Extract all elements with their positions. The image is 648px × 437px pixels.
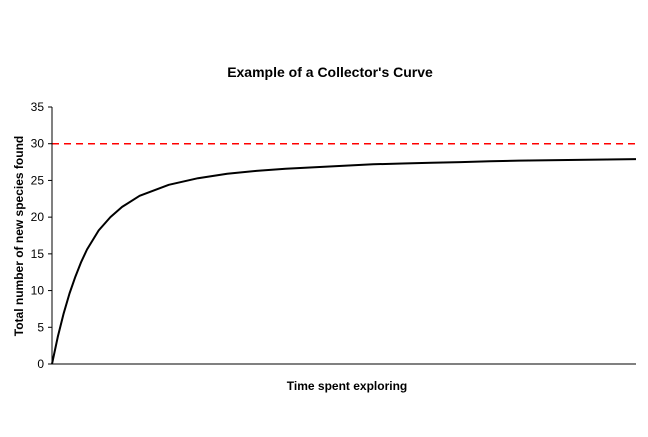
y-tick-label: 5 (37, 320, 44, 334)
y-tick-label: 0 (37, 357, 44, 371)
x-axis-label: Time spent exploring (287, 379, 407, 393)
y-tick-label: 20 (31, 210, 45, 224)
y-tick-label: 15 (31, 247, 45, 261)
y-tick-label: 25 (31, 173, 45, 187)
y-tick-label: 10 (31, 284, 45, 298)
series-line (51, 158, 637, 365)
y-tick-label: 35 (31, 100, 45, 114)
series-layer (51, 158, 637, 365)
y-ticks: 0 5 10 15 20 25 30 35 (31, 100, 52, 371)
y-axis-label: Total number of new species found (12, 136, 26, 336)
chart-title: Example of a Collector's Curve (227, 64, 433, 80)
y-tick-label: 30 (31, 137, 45, 151)
